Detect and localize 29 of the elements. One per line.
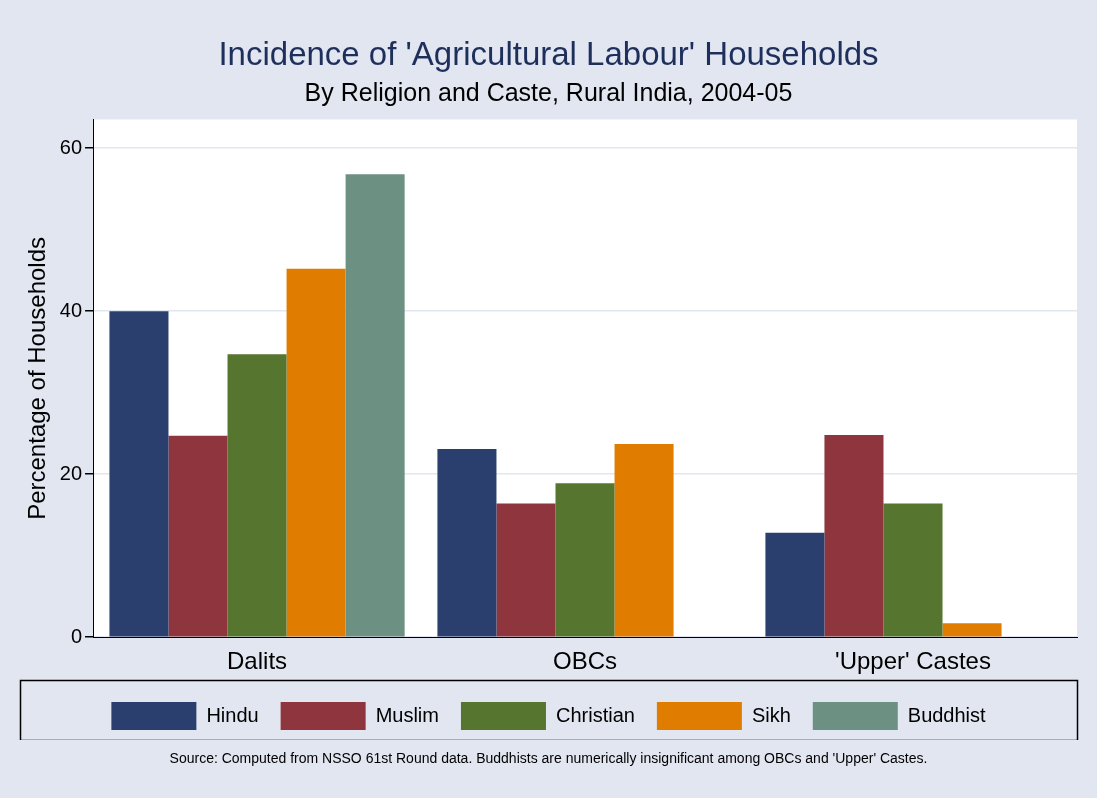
legend-label: Sikh — [751, 703, 791, 726]
bar — [437, 448, 497, 637]
bar — [555, 483, 615, 637]
bar — [227, 354, 287, 637]
chart-title: Incidence of 'Agricultural Labour' Households — [218, 34, 879, 72]
y-tick-label: 40 — [59, 298, 83, 321]
x-tick-label: OBCs — [553, 647, 618, 675]
legend-label: Christian — [555, 703, 635, 726]
y-tick-label: 0 — [70, 624, 83, 647]
y-axis-title: Percentage of Households — [23, 236, 51, 520]
bar — [942, 623, 1002, 637]
bar — [168, 435, 228, 637]
y-tick-label: 60 — [59, 135, 83, 158]
legend-label: Hindu — [206, 703, 259, 726]
bar — [883, 503, 943, 637]
legend-label: Buddhist — [907, 703, 987, 726]
source-note: Source: Computed from NSSO 61st Round data. Buddhists are numerically insignificant among OBCs and 'Upper' Castes. — [168, 750, 929, 766]
bar — [614, 444, 674, 637]
bar — [496, 503, 556, 637]
bar — [824, 435, 884, 637]
bar — [765, 532, 825, 637]
bar — [109, 311, 169, 637]
chart-subtitle: By Religion and Caste, Rural India, 2004-05 — [304, 78, 793, 107]
y-tick-label: 20 — [59, 461, 83, 484]
legend-label: Muslim — [375, 703, 439, 726]
bar — [286, 268, 346, 637]
x-tick-label: Dalits — [227, 647, 288, 675]
bar — [345, 174, 405, 637]
x-tick-label: 'Upper' Castes — [835, 647, 991, 675]
